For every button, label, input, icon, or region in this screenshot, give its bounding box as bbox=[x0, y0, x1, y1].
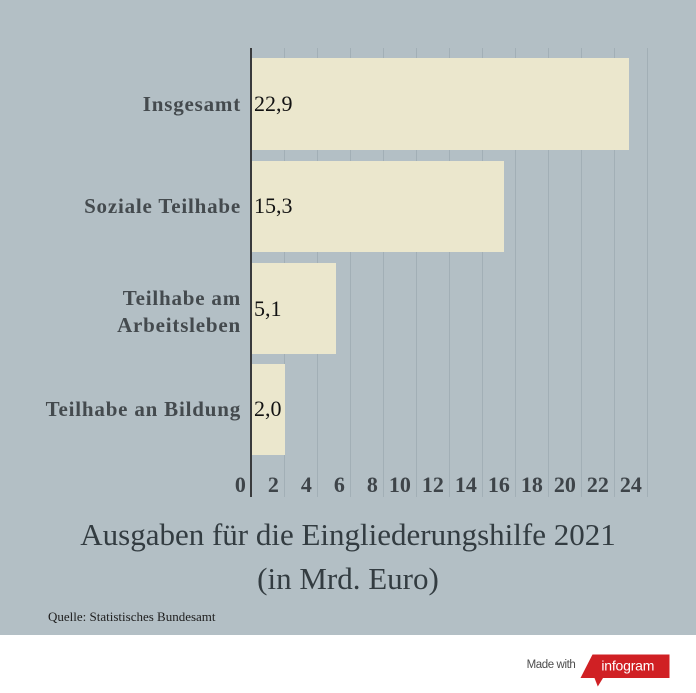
svg-text:infogram: infogram bbox=[601, 657, 654, 673]
